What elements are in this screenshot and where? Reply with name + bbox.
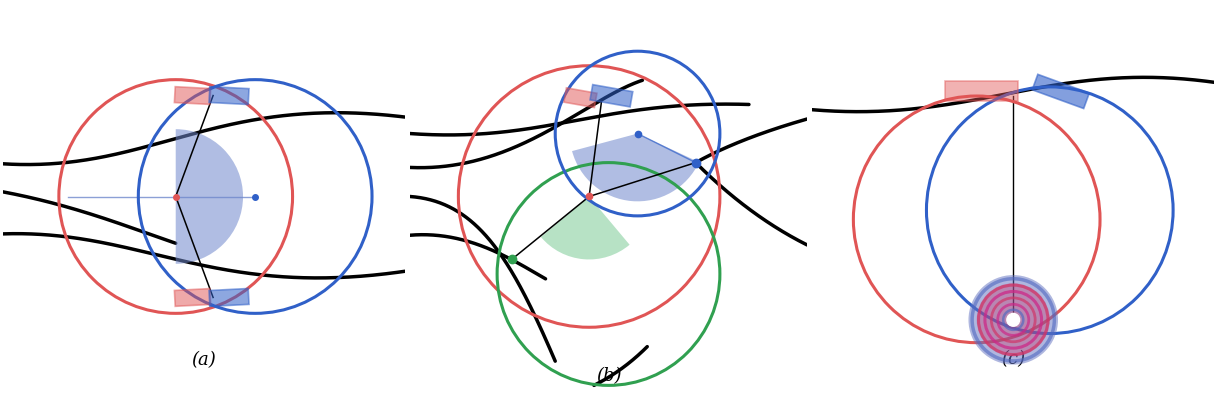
Circle shape: [977, 283, 1050, 356]
Bar: [1032, 74, 1089, 108]
Wedge shape: [572, 134, 699, 201]
Text: (a): (a): [191, 351, 217, 369]
Bar: [563, 88, 596, 108]
Bar: [209, 288, 249, 307]
Text: (c): (c): [1002, 350, 1025, 368]
Text: (b): (b): [596, 367, 621, 385]
Circle shape: [969, 275, 1058, 365]
Bar: [174, 288, 211, 306]
Bar: [209, 86, 249, 105]
Circle shape: [1006, 314, 1020, 326]
Bar: [174, 87, 211, 105]
Wedge shape: [175, 129, 243, 264]
Bar: [944, 81, 1017, 101]
Wedge shape: [540, 196, 629, 259]
Bar: [590, 84, 633, 107]
